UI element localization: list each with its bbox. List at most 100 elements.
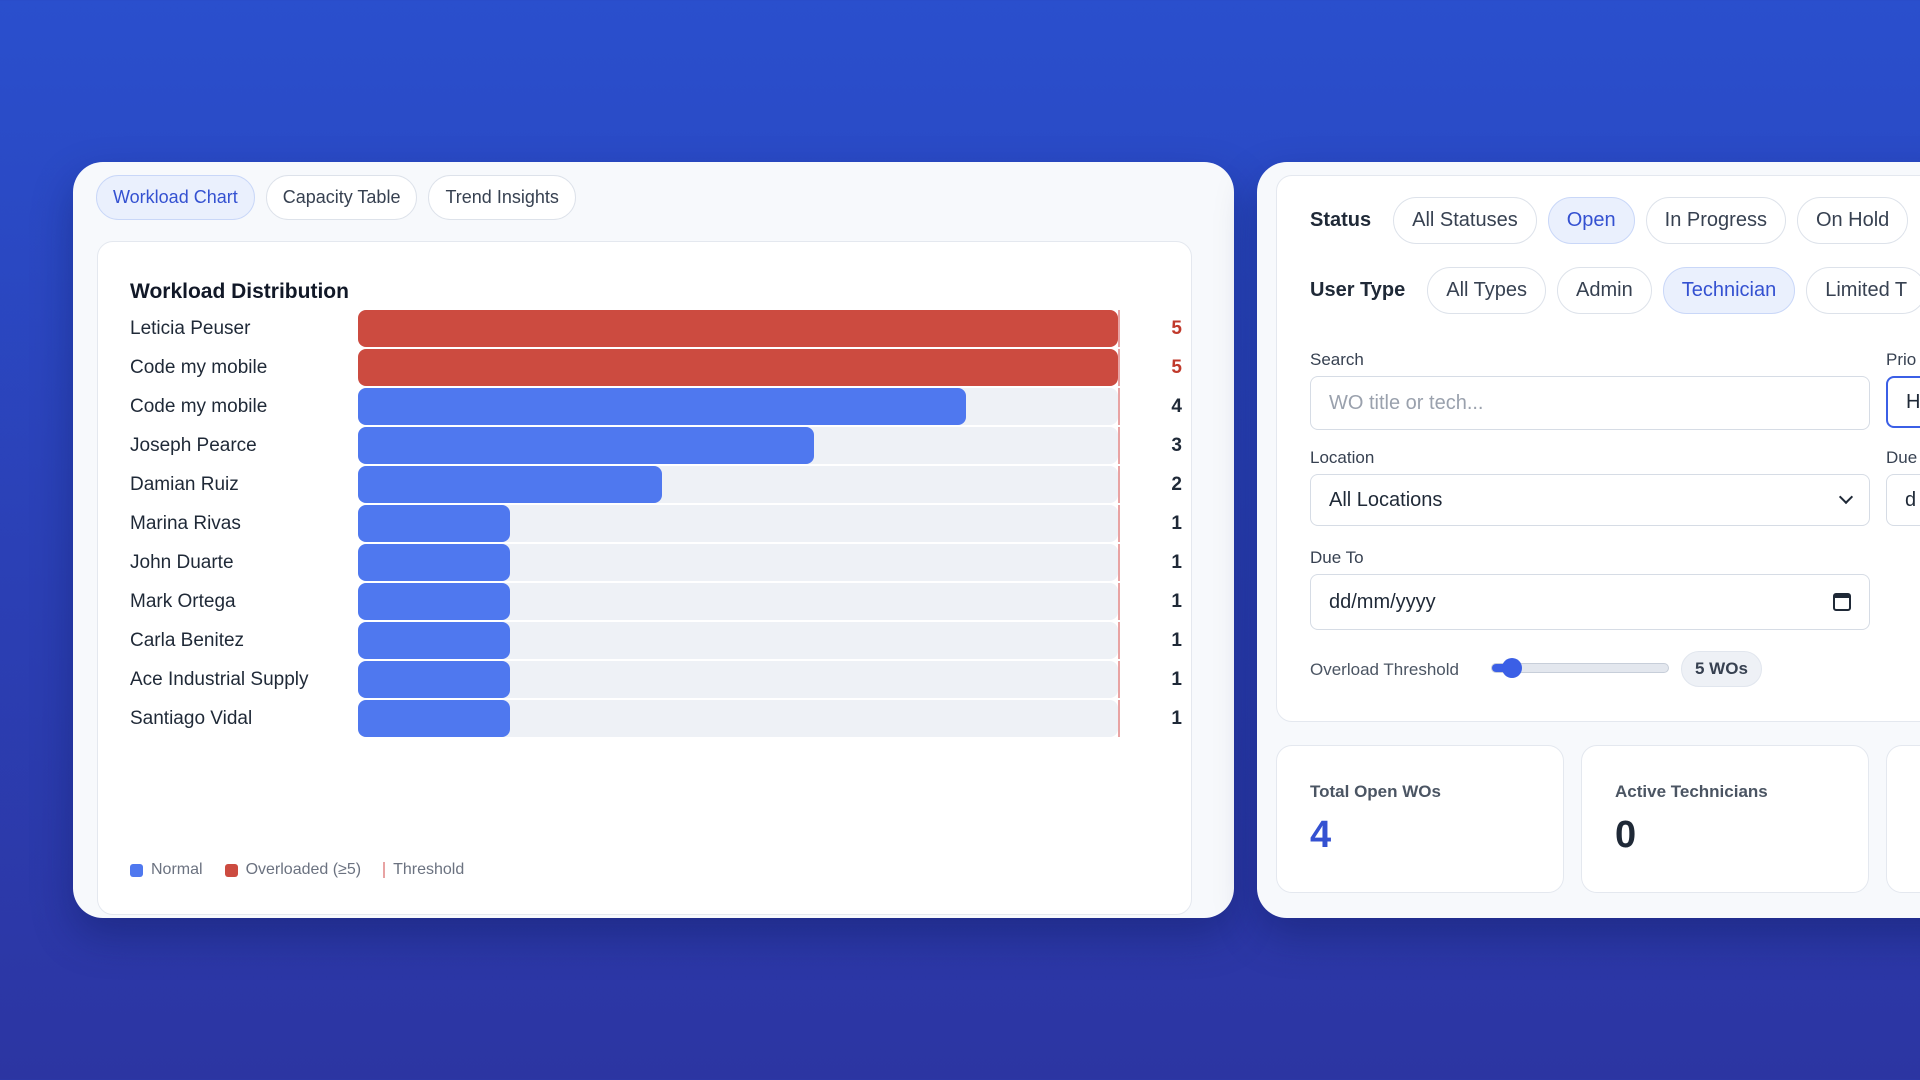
due-to-input[interactable]: dd/mm/yyyy (1310, 574, 1870, 630)
bar-value-label: 3 (1171, 435, 1182, 456)
legend-overloaded-label: Overloaded (≥5) (245, 861, 362, 878)
bar-value-label: 1 (1171, 552, 1182, 573)
chart-row: Damian Ruiz 2 (98, 466, 1193, 503)
bar (358, 622, 510, 659)
bar-value-label: 2 (1171, 474, 1182, 495)
bar (358, 310, 1118, 347)
status-chip-open[interactable]: Open (1547, 197, 1635, 244)
bar (358, 544, 510, 581)
bar-track (358, 700, 1118, 737)
due-from-input[interactable]: d (1886, 474, 1920, 526)
stat-card-total-open: Total Open WOs 4 (1276, 745, 1564, 893)
bar-label: Leticia Peuser (130, 318, 251, 339)
filters-panel: Status All Statuses Open In Progress On … (1257, 162, 1920, 918)
threshold-line (1118, 583, 1120, 620)
tab-trend-insights[interactable]: Trend Insights (428, 175, 576, 220)
threshold-line (1118, 466, 1120, 503)
user-type-chip-admin[interactable]: Admin (1557, 267, 1652, 314)
bar-value-label: 5 (1171, 357, 1182, 378)
user-type-chip-all[interactable]: All Types (1427, 267, 1547, 314)
bar-value-label: 1 (1171, 669, 1182, 690)
status-chip-all[interactable]: All Statuses (1393, 197, 1537, 244)
threshold-line (1118, 427, 1120, 464)
overload-threshold-handle[interactable] (1501, 658, 1522, 678)
bar (358, 388, 966, 425)
bar-track (358, 583, 1118, 620)
bar-track (358, 661, 1118, 698)
bar (358, 583, 510, 620)
chart-row: Leticia Peuser 5 (98, 310, 1193, 347)
bar-value-label: 5 (1171, 318, 1182, 339)
chart-row: Carla Benitez 1 (98, 622, 1193, 659)
legend-threshold: Threshold (383, 861, 464, 879)
legend-normal: Normal (130, 861, 203, 879)
priority-select-value: H (1906, 390, 1920, 413)
chart-row: Joseph Pearce 3 (98, 427, 1193, 464)
user-type-chip-technician[interactable]: Technician (1662, 267, 1796, 314)
overload-threshold-label: Overload Threshold (1310, 660, 1459, 679)
due-from-value: d (1905, 488, 1917, 511)
threshold-line (1118, 349, 1120, 386)
bar-track (358, 544, 1118, 581)
stat-card-third (1886, 745, 1920, 893)
chart-row: Code my mobile 4 (98, 388, 1193, 425)
chevron-down-icon (1838, 489, 1854, 505)
calendar-icon[interactable] (1833, 593, 1851, 611)
bar (358, 700, 510, 737)
due-from-label: Due (1886, 448, 1918, 467)
bar (358, 466, 662, 503)
bar-label: Damian Ruiz (130, 474, 239, 495)
threshold-line (1118, 661, 1120, 698)
bar-label: Marina Rivas (130, 513, 241, 534)
bar (358, 349, 1118, 386)
bar-label: John Duarte (130, 552, 234, 573)
threshold-line (1118, 310, 1120, 347)
threshold-line (1118, 544, 1120, 581)
bar-label: Santiago Vidal (130, 708, 253, 729)
bar-label: Ace Industrial Supply (130, 669, 309, 690)
user-type-chips: All Types Admin Technician Limited T (1427, 267, 1920, 314)
bar-value-label: 1 (1171, 708, 1182, 729)
location-select-value: All Locations (1329, 488, 1443, 511)
priority-select[interactable]: H (1886, 376, 1920, 428)
bar-value-label: 1 (1171, 630, 1182, 651)
legend-threshold-swatch (383, 862, 386, 878)
tab-capacity-table[interactable]: Capacity Table (265, 175, 418, 220)
status-chip-on-hold[interactable]: On Hold (1796, 197, 1909, 244)
stat-label-active-technicians: Active Technicians (1615, 782, 1768, 801)
bar (358, 661, 510, 698)
bar-value-label: 1 (1171, 591, 1182, 612)
bar (358, 427, 814, 464)
location-label: Location (1310, 448, 1375, 467)
tab-workload-chart[interactable]: Workload Chart (96, 175, 255, 220)
stat-card-active-technicians: Active Technicians 0 (1581, 745, 1869, 893)
workload-chart-card: Leticia Peuser 5 Code my mobile 5 Code my mo… (97, 241, 1192, 915)
bar-track (358, 388, 1118, 425)
user-type-chip-limited[interactable]: Limited T (1806, 267, 1920, 314)
overload-threshold-value: 5 WOs (1681, 651, 1762, 687)
legend-overloaded-swatch (224, 863, 238, 877)
location-select[interactable]: All Locations (1310, 474, 1870, 526)
bar-track (358, 622, 1118, 659)
bar-track (358, 505, 1118, 542)
chart-row: John Duarte 1 (98, 544, 1193, 581)
status-filter-label: Status (1310, 209, 1372, 231)
bar-value-label: 4 (1171, 396, 1182, 417)
chart-row: Ace Industrial Supply 1 (98, 661, 1193, 698)
bar-label: Code my mobile (130, 357, 268, 378)
status-chip-in-progress[interactable]: In Progress (1645, 197, 1786, 244)
bar-label: Joseph Pearce (130, 435, 257, 456)
threshold-line (1118, 388, 1120, 425)
workload-panel: Workload Chart Capacity Table Trend Insi… (73, 162, 1234, 918)
search-input[interactable] (1310, 376, 1870, 430)
view-tabs: Workload Chart Capacity Table Trend Insi… (96, 175, 576, 220)
stat-value-total-open: 4 (1310, 814, 1332, 856)
chart-row: Marina Rivas 1 (98, 505, 1193, 542)
threshold-line (1118, 700, 1120, 737)
priority-label: Prio (1886, 350, 1917, 369)
overload-threshold-slider[interactable] (1491, 658, 1669, 678)
chart-row: Code my mobile 5 (98, 349, 1193, 386)
user-type-filter-label: User Type (1310, 279, 1406, 301)
legend-overloaded: Overloaded (≥5) (224, 861, 362, 879)
bar-track (358, 466, 1118, 503)
